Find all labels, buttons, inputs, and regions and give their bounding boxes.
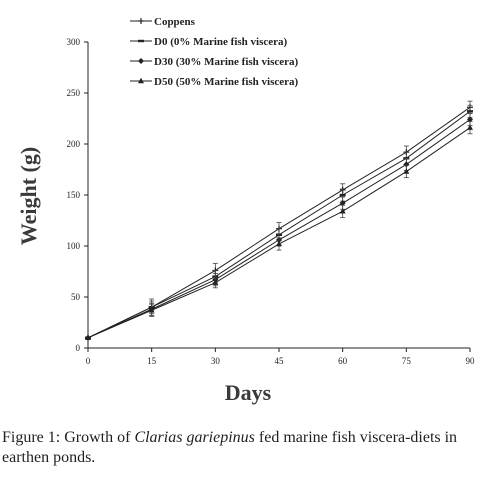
x-tick-label: 90 xyxy=(466,356,476,366)
caption-species: Clarias gariepinus xyxy=(134,429,255,446)
y-tick-label: 50 xyxy=(71,292,81,302)
data-point xyxy=(138,58,144,64)
data-point xyxy=(212,279,219,285)
y-tick-label: 150 xyxy=(67,190,81,200)
data-point xyxy=(138,18,144,24)
x-tick-label: 60 xyxy=(338,356,348,366)
data-point xyxy=(138,39,144,43)
y-tick-label: 250 xyxy=(67,88,81,98)
x-tick-label: 15 xyxy=(147,356,157,366)
data-point xyxy=(85,334,91,340)
chart-legend: Coppens D0 (0% Marine fish viscera) D30 (3… xyxy=(130,16,299,88)
chart-series xyxy=(85,100,473,341)
x-tick-label: 75 xyxy=(402,356,412,366)
legend-label: D30 (30% Marine fish viscera) xyxy=(154,56,299,68)
data-point xyxy=(467,124,473,130)
x-axis-title: Days xyxy=(225,380,272,405)
legend-item: D30 (30% Marine fish viscera) xyxy=(130,56,299,68)
y-tick-label: 100 xyxy=(67,241,81,251)
y-tick-label: 300 xyxy=(67,37,81,47)
legend-label: D0 (0% Marine fish viscera) xyxy=(154,36,288,48)
data-point xyxy=(339,208,346,214)
growth-line-chart: 0 50 100 150 200 250 300 0 15 30 45 60 75 90 Coppens D… xyxy=(16,16,476,405)
y-tick-label: 200 xyxy=(67,139,81,149)
series-1 xyxy=(85,104,473,339)
legend-item: Coppens xyxy=(130,16,196,28)
data-point xyxy=(138,77,144,84)
y-axis-title: Weight (g) xyxy=(16,147,41,245)
data-point xyxy=(276,240,282,247)
data-point xyxy=(148,307,155,313)
caption-prefix: Figure 1: Growth of xyxy=(2,429,135,446)
series-3 xyxy=(85,121,473,340)
x-tick-label: 0 xyxy=(86,356,91,366)
series-0 xyxy=(85,100,473,341)
data-point xyxy=(339,193,346,197)
caption-suffix: fed marine fish viscera-diets in earthen… xyxy=(2,429,458,466)
y-tick-label: 0 xyxy=(76,343,81,353)
data-point xyxy=(403,161,410,168)
legend-label: D50 (50% Marine fish viscera) xyxy=(154,76,299,88)
data-point xyxy=(403,168,410,174)
x-tick-label: 45 xyxy=(275,356,285,366)
legend-item: D50 (50% Marine fish viscera) xyxy=(130,76,299,88)
data-point xyxy=(467,116,473,123)
figure-caption: Figure 1: Growth of Clarias gariepinus f… xyxy=(2,428,502,468)
data-point xyxy=(339,200,346,207)
x-tick-label: 30 xyxy=(211,356,221,366)
legend-item: D0 (0% Marine fish viscera) xyxy=(130,36,288,48)
data-point xyxy=(467,110,473,113)
legend-label: Coppens xyxy=(154,16,196,28)
chart-axes: 0 50 100 150 200 250 300 0 15 30 45 60 75 90 xyxy=(67,37,476,366)
